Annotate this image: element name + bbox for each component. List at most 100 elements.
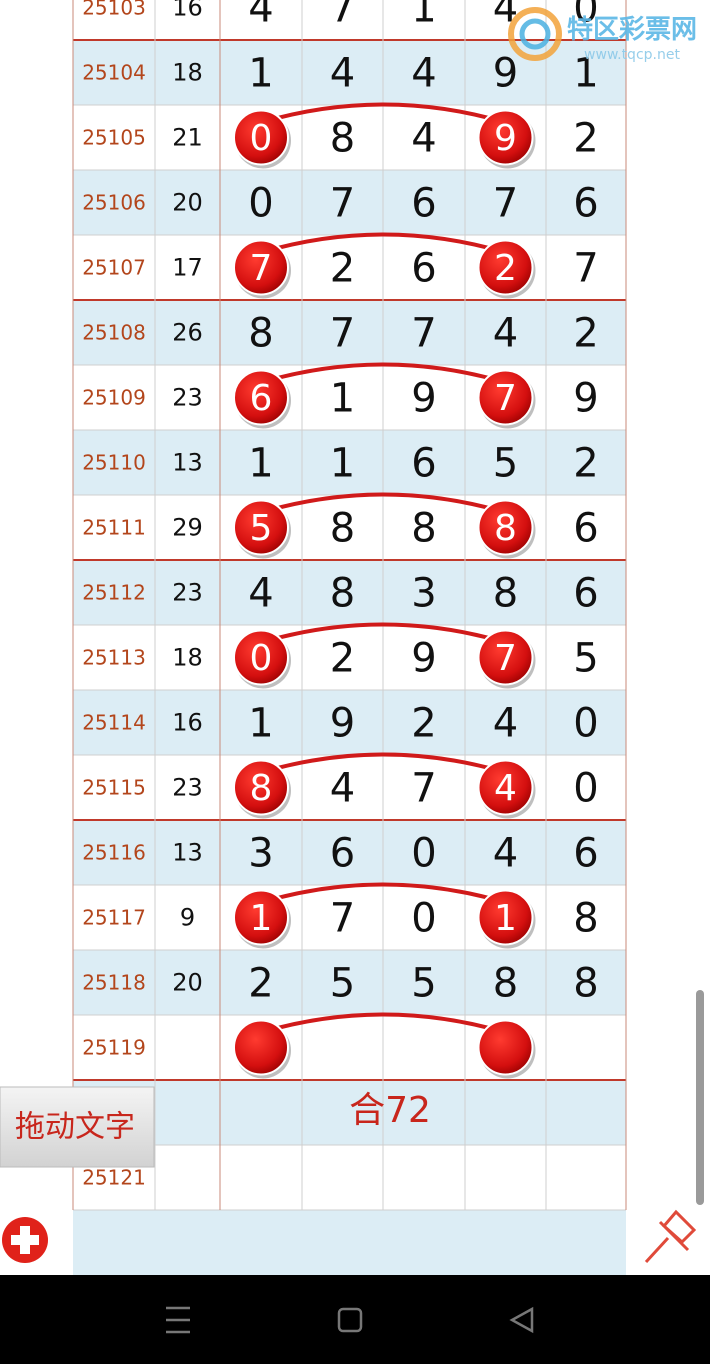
- digit: 1: [494, 898, 517, 939]
- issue-number: 25115: [82, 776, 146, 800]
- digit: 0: [411, 896, 436, 942]
- pin-button[interactable]: [644, 1209, 697, 1264]
- digit: 4: [493, 701, 518, 747]
- issue-number: 25118: [82, 971, 146, 995]
- issue-number: 25112: [82, 581, 146, 605]
- red-ball: [477, 499, 534, 556]
- digit: 9: [494, 118, 517, 159]
- connector-arc: [260, 1012, 507, 1035]
- scrollbar[interactable]: [696, 990, 704, 1205]
- digit: 6: [573, 181, 598, 227]
- digit: 0: [250, 638, 273, 679]
- red-ball: [477, 369, 534, 426]
- digit: 6: [330, 831, 355, 877]
- digit: 1: [248, 51, 273, 97]
- digit: 7: [250, 248, 273, 289]
- digit: 4: [411, 116, 436, 162]
- sum-value: 20: [172, 969, 203, 997]
- digit: 9: [573, 376, 598, 422]
- digit: 8: [248, 311, 273, 357]
- red-ball: [233, 239, 289, 296]
- digit: 1: [411, 0, 436, 32]
- digit: 2: [573, 116, 598, 162]
- digit: 8: [573, 961, 598, 1007]
- row-background: [73, 40, 626, 105]
- nav-home[interactable]: [337, 1307, 363, 1333]
- issue-number: 25109: [82, 386, 146, 410]
- digit: 4: [330, 51, 355, 97]
- sum-value: 23: [172, 774, 203, 802]
- row-background: [73, 755, 626, 820]
- sum-value: 21: [172, 124, 203, 152]
- watermark-title: 特区彩票网: [567, 14, 697, 45]
- issue-number: 25111: [82, 516, 146, 540]
- issue-number: 25121: [82, 1166, 146, 1190]
- issue-number: 25106: [82, 191, 146, 215]
- digit: 8: [493, 961, 518, 1007]
- sum-value: 16: [172, 0, 203, 22]
- issue-number: 25103: [82, 0, 146, 20]
- row-background: [73, 820, 626, 885]
- row-background: [73, 885, 626, 950]
- digit: 6: [573, 506, 598, 552]
- sum-value: 20: [172, 189, 203, 217]
- red-ball: [477, 759, 534, 816]
- digit: 2: [330, 636, 355, 682]
- issue-number: 25107: [82, 256, 146, 280]
- digit: 9: [411, 376, 436, 422]
- digit: 8: [330, 116, 355, 162]
- digit: 1: [248, 441, 273, 487]
- row-background: [73, 430, 626, 495]
- drag-button-label[interactable]: 拖动文字: [15, 1110, 135, 1145]
- sum-value: 18: [172, 644, 203, 672]
- digit: 8: [250, 768, 273, 809]
- sum-value: 13: [172, 839, 203, 867]
- row-background: [73, 235, 626, 300]
- row-background: [73, 625, 626, 690]
- summary: 合72: [349, 1090, 431, 1131]
- digit: 6: [250, 378, 273, 419]
- row-background: [73, 365, 626, 430]
- nav-menu[interactable]: [166, 1306, 190, 1334]
- nav-bar: [0, 1275, 710, 1364]
- digit: 1: [250, 898, 273, 939]
- digit: 8: [330, 571, 355, 617]
- issue-number: 25105: [82, 126, 146, 150]
- digit: 4: [493, 831, 518, 877]
- row-background: [73, 170, 626, 235]
- red-ball: [233, 499, 289, 556]
- row-background: [73, 105, 626, 170]
- connector-arc: [260, 232, 507, 255]
- watermark-logo: [508, 7, 562, 61]
- table-footer: [73, 1210, 626, 1275]
- digit: 1: [248, 701, 273, 747]
- digit: 6: [573, 571, 598, 617]
- red-ball: [477, 239, 534, 296]
- digit: 3: [248, 831, 273, 877]
- connector-arc: [260, 752, 507, 775]
- digit: 7: [330, 181, 355, 227]
- digit: 2: [330, 246, 355, 292]
- digit: 6: [573, 831, 598, 877]
- sum-value: 26: [172, 319, 203, 347]
- row-background: [73, 495, 626, 560]
- digit: 7: [411, 766, 436, 812]
- overlay: 特区彩票网 www.tqcp.net 拖动文字: [0, 7, 710, 1364]
- digit: 3: [411, 571, 436, 617]
- sum-value: 18: [172, 59, 203, 87]
- digit: 2: [573, 441, 598, 487]
- row-background: [73, 1015, 626, 1080]
- add-icon: [20, 1226, 30, 1254]
- sum-value: 9: [180, 904, 195, 932]
- nav-back[interactable]: [509, 1306, 534, 1334]
- issue-number: 25116: [82, 841, 146, 865]
- digit: 5: [493, 441, 518, 487]
- digit: 8: [330, 506, 355, 552]
- drag-button[interactable]: [0, 1086, 155, 1168]
- digit: 0: [573, 701, 598, 747]
- connector-arc: [260, 882, 507, 905]
- row-background: [73, 1080, 626, 1145]
- issue-number: 25104: [82, 61, 146, 85]
